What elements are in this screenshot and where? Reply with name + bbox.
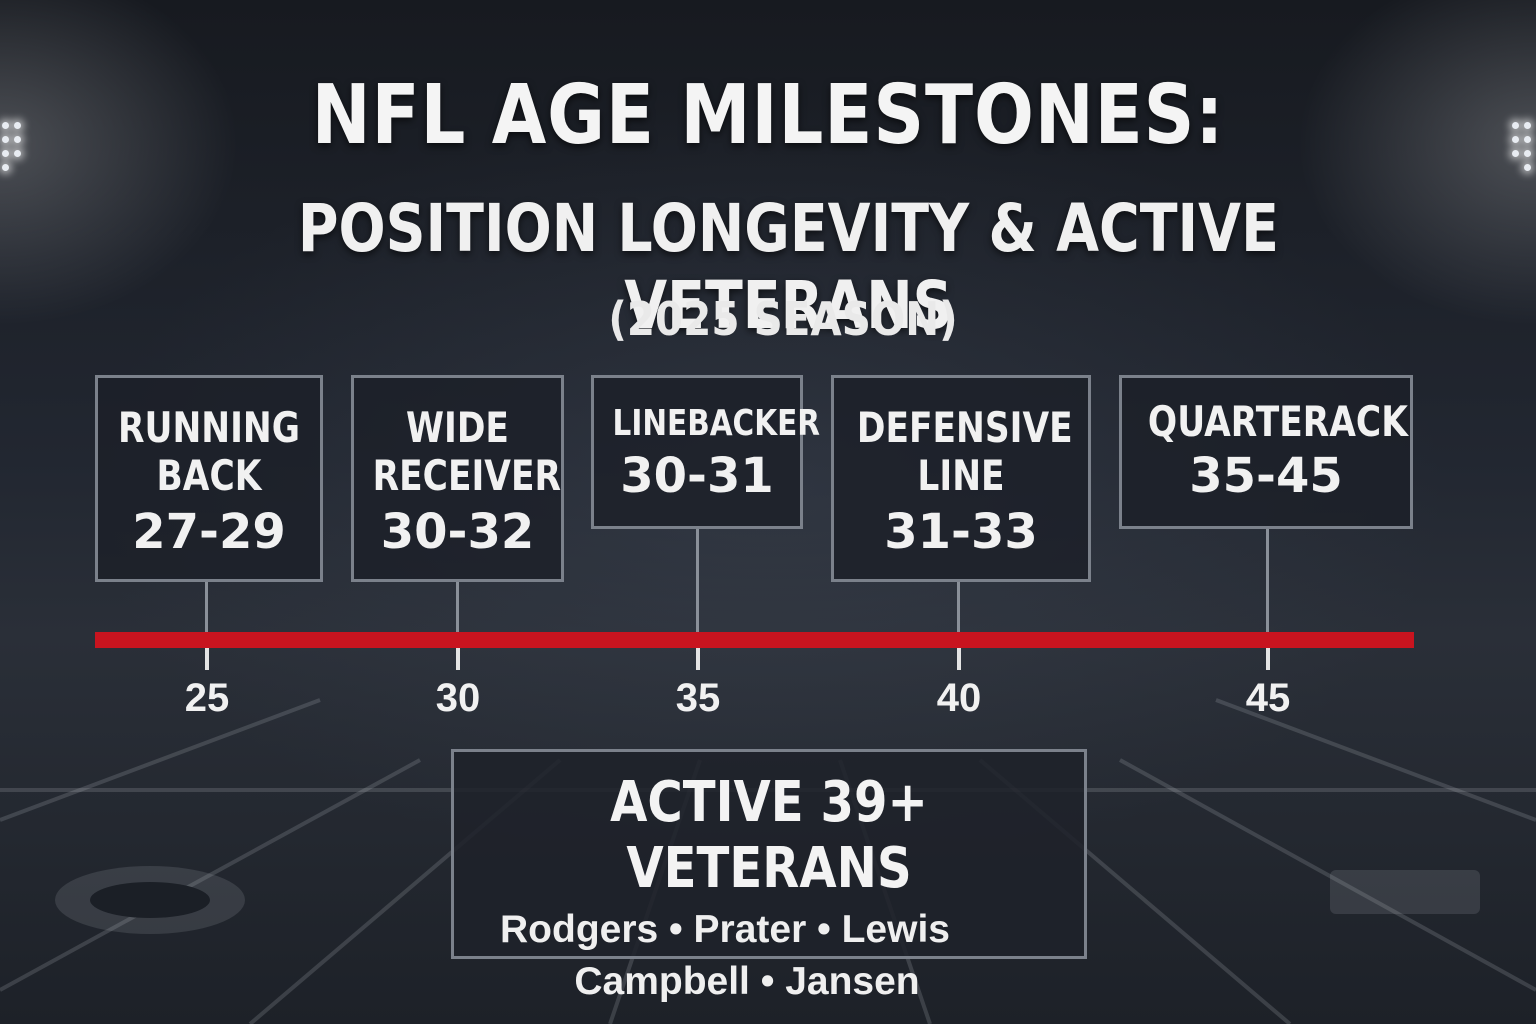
position-name: LINEBACKER [612, 403, 820, 444]
veterans-list-line-2: Campbell • Jansen [574, 960, 920, 1003]
position-name: WIDE RECEIVER [372, 403, 561, 500]
position-box-defensive-line: DEFENSIVE LINE 31-33 [831, 375, 1091, 582]
connector-wide-receiver [456, 582, 459, 632]
axis-tick [205, 648, 209, 670]
axis-tick-label: 25 [184, 676, 230, 720]
position-box-quarterback: QUARTERACK 35-45 [1119, 375, 1413, 529]
axis-tick [696, 648, 700, 670]
page-subtitle: POSITION LONGEVITY & ACTIVE VETERANS [297, 190, 1279, 344]
position-age-range: 27-29 [132, 504, 286, 560]
position-age-range: 35-45 [1189, 448, 1343, 504]
axis-tick-label: 45 [1245, 676, 1291, 720]
axis-tick [1266, 648, 1270, 670]
season-label: (2025 SEASON) [608, 292, 958, 346]
connector-linebacker [696, 529, 699, 632]
position-box-running-back: RUNNING BACK 27-29 [95, 375, 323, 582]
axis-tick [456, 648, 460, 670]
axis-tick-label: 30 [435, 676, 481, 720]
active-veterans-box: ACTIVE 39+ VETERANS Rodgers • Prater • L… [451, 749, 1087, 1003]
position-age-range: 30-31 [620, 448, 774, 504]
position-name: DEFENSIVE LINE [856, 403, 1073, 500]
stadium-lights-right [1502, 118, 1536, 198]
position-age-range: 30-32 [380, 504, 535, 560]
position-box-wide-receiver: WIDE RECEIVER 30-32 [351, 375, 564, 582]
veterans-title: ACTIVE 39+ VETERANS [610, 770, 928, 901]
connector-defensive-line [957, 582, 960, 632]
position-age-range: 31-33 [884, 504, 1038, 560]
timeline-axis [95, 632, 1414, 648]
position-name: RUNNING BACK [117, 403, 301, 500]
connector-running-back [205, 582, 208, 632]
stadium-lights-left [0, 118, 34, 198]
page-title: NFL AGE MILESTONES: [311, 68, 1225, 163]
veterans-list-line-1: Rodgers • Prater • Lewis [500, 908, 950, 951]
axis-tick [957, 648, 961, 670]
axis-tick-label: 35 [675, 676, 721, 720]
axis-tick-label: 40 [936, 676, 982, 720]
connector-quarterback [1266, 529, 1269, 632]
position-box-linebacker: LINEBACKER 30-31 [591, 375, 820, 529]
position-name: QUARTERACK [1147, 397, 1408, 446]
